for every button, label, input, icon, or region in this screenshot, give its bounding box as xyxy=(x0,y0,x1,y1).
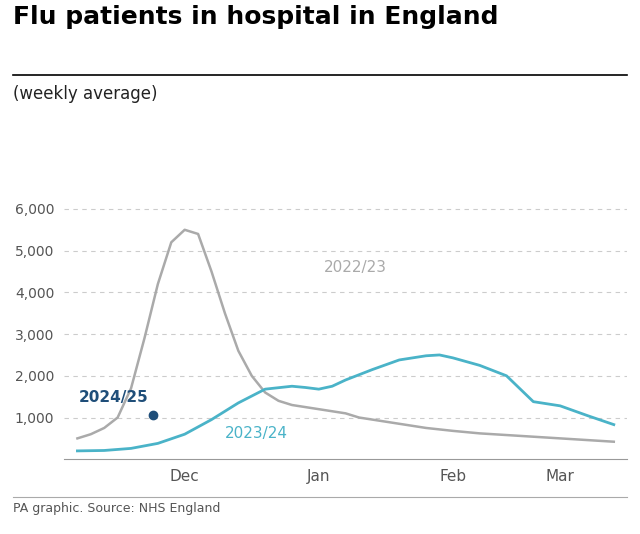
Text: 2023/24: 2023/24 xyxy=(225,426,288,441)
Text: (weekly average): (weekly average) xyxy=(13,85,157,104)
Text: PA graphic. Source: NHS England: PA graphic. Source: NHS England xyxy=(13,502,220,515)
Text: Flu patients in hospital in England: Flu patients in hospital in England xyxy=(13,5,499,29)
Text: 2022/23: 2022/23 xyxy=(324,260,387,275)
Text: 2024/25: 2024/25 xyxy=(79,390,148,405)
